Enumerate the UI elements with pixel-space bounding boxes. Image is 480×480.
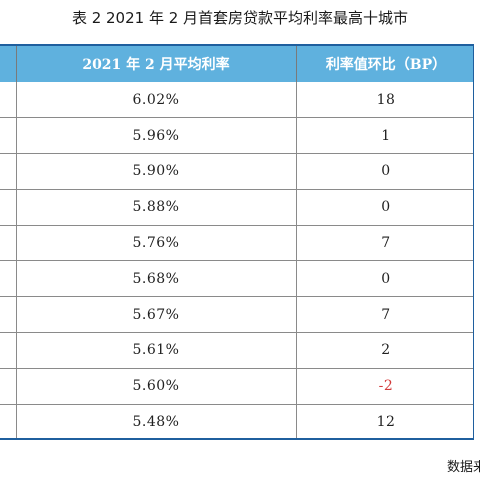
city-cell — [0, 82, 17, 119]
data-source-note: 数据来 — [446, 460, 480, 475]
city-cell — [0, 189, 17, 226]
avg-rate-cell: 6.02% — [16, 82, 297, 119]
rate-change-cell: 0 — [296, 260, 473, 298]
table-title: 表 2 2021 年 2 月首套房贷款平均利率最高十城市 — [71, 9, 409, 27]
city-cell — [0, 332, 17, 369]
table-row: 5.90% 0 — [0, 153, 473, 190]
rate-change-cell: -2 — [296, 368, 473, 405]
city-cell — [0, 117, 17, 155]
table-row: 5.96% 1 — [0, 117, 473, 155]
avg-rate-cell: 5.76% — [16, 225, 297, 262]
rate-change-cell: 18 — [296, 82, 473, 119]
rate-change-cell: 1 — [296, 117, 473, 155]
header-rate-change: 利率值环比（BP） — [296, 46, 473, 82]
table-row: 5.48% 12 — [0, 404, 473, 438]
avg-rate-cell: 5.67% — [16, 296, 297, 334]
rate-change-cell: 0 — [296, 189, 473, 226]
header-city — [0, 46, 17, 82]
city-cell — [0, 404, 17, 438]
avg-rate-cell: 5.88% — [16, 189, 297, 226]
table-row: 5.61% 2 — [0, 332, 473, 369]
avg-rate-cell: 5.61% — [16, 332, 297, 369]
avg-rate-cell: 5.96% — [16, 117, 297, 155]
rate-change-cell: 12 — [296, 404, 473, 438]
city-cell — [0, 153, 17, 190]
rate-change-cell: 7 — [296, 296, 473, 334]
table-row: 6.02% 18 — [0, 82, 473, 119]
avg-rate-cell: 5.60% — [16, 368, 297, 405]
table-row: 5.76% 7 — [0, 225, 473, 262]
city-cell — [0, 296, 17, 334]
table-row: 5.88% 0 — [0, 189, 473, 226]
avg-rate-cell: 5.48% — [16, 404, 297, 438]
city-cell — [0, 225, 17, 262]
city-cell — [0, 368, 17, 405]
table-row: 5.67% 7 — [0, 296, 473, 334]
rate-change-cell: 7 — [296, 225, 473, 262]
header-avg-rate: 2021 年 2 月平均利率 — [16, 46, 297, 82]
rate-table: 2021 年 2 月平均利率 利率值环比（BP） 6.02% 18 5.96% 1 5.… — [0, 44, 474, 440]
rate-change-cell: 2 — [296, 332, 473, 369]
city-cell — [0, 260, 17, 298]
avg-rate-cell: 5.90% — [16, 153, 297, 190]
table-row: 5.60% -2 — [0, 368, 473, 405]
table-header-row: 2021 年 2 月平均利率 利率值环比（BP） — [0, 46, 473, 82]
table-row: 5.68% 0 — [0, 260, 473, 298]
avg-rate-cell: 5.68% — [16, 260, 297, 298]
rate-change-cell: 0 — [296, 153, 473, 190]
